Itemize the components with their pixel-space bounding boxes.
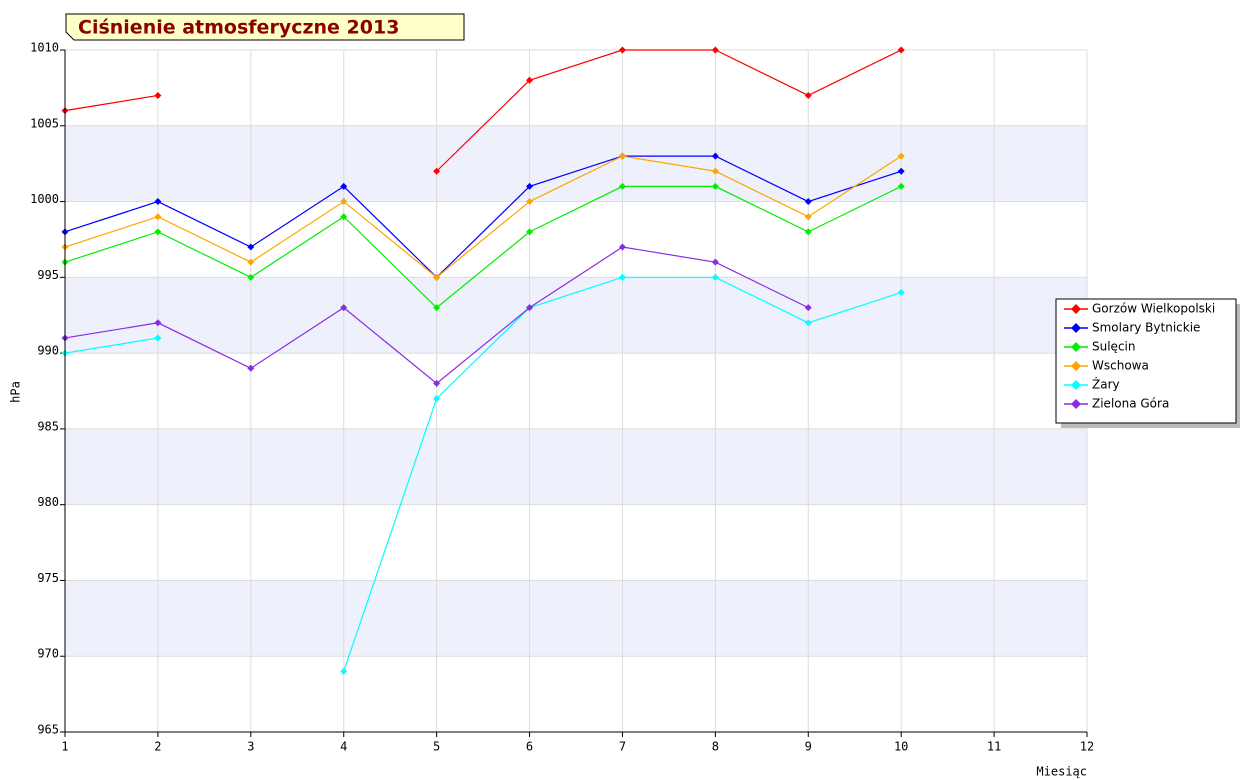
point (897, 182, 905, 190)
point (433, 395, 441, 403)
point (154, 213, 162, 221)
point (711, 258, 719, 266)
y-tick-label: 965 (37, 723, 59, 737)
point (433, 379, 441, 387)
y-tick-label: 985 (37, 419, 59, 433)
point (618, 46, 626, 54)
legend-label: Gorzów Wielkopolski (1092, 302, 1215, 316)
x-tick-label: 1 (61, 740, 68, 754)
title-box (65, 13, 465, 41)
grid-band (65, 125, 1087, 202)
point (154, 228, 162, 236)
legend-label: Żary (1092, 377, 1120, 392)
grid-band (65, 277, 1087, 354)
x-tick-label: 2 (154, 740, 161, 754)
point (526, 304, 534, 312)
point (804, 319, 812, 327)
x-tick-label: 11 (987, 740, 1001, 754)
point (711, 273, 719, 281)
x-axis-label: Miesiąc (1036, 765, 1087, 779)
point (711, 152, 719, 160)
point (340, 182, 348, 190)
point (154, 198, 162, 206)
series-line (64, 155, 902, 279)
point (526, 182, 534, 190)
point (154, 334, 162, 342)
point (247, 273, 255, 281)
point (340, 667, 348, 675)
legend-label: Wschowa (1092, 359, 1149, 373)
point (340, 198, 348, 206)
series-line (64, 185, 902, 309)
legend-marker (1071, 304, 1081, 314)
chart-title: Ciśnienie atmosferyczne 2013 (78, 17, 399, 39)
point (804, 91, 812, 99)
point (804, 304, 812, 312)
point (804, 228, 812, 236)
x-tick-label: 12 (1080, 740, 1094, 754)
point (711, 46, 719, 54)
grid-band (65, 428, 1087, 505)
legend-label: Zielona Góra (1092, 397, 1169, 411)
legend-label: Sulęcin (1092, 340, 1135, 354)
point (247, 258, 255, 266)
grid-band (65, 580, 1087, 657)
legend-marker (1071, 342, 1081, 352)
y-tick-label: 990 (37, 344, 59, 358)
y-axis-label: hPa (9, 381, 23, 403)
y-tick-label: 1000 (30, 192, 59, 206)
point (433, 273, 441, 281)
point (526, 198, 534, 206)
point (804, 213, 812, 221)
point (618, 243, 626, 251)
legend-label: Smolary Bytnickie (1092, 321, 1200, 335)
point (154, 319, 162, 327)
point (618, 182, 626, 190)
point (618, 273, 626, 281)
y-tick-label: 980 (37, 495, 59, 509)
x-tick-label: 6 (526, 740, 533, 754)
point (526, 228, 534, 236)
x-tick-label: 9 (805, 740, 812, 754)
legend-box (1055, 298, 1237, 424)
point (433, 167, 441, 175)
point (340, 304, 348, 312)
series-line (64, 49, 902, 172)
legend-marker (1071, 399, 1081, 409)
point (526, 76, 534, 84)
x-tick-label: 7 (619, 740, 626, 754)
x-tick-label: 3 (247, 740, 254, 754)
point (711, 167, 719, 175)
point (618, 152, 626, 160)
point (897, 152, 905, 160)
legend-marker (1071, 380, 1081, 390)
legend-marker (1071, 361, 1081, 371)
point (804, 198, 812, 206)
x-tick-label: 8 (712, 740, 719, 754)
x-tick-label: 5 (433, 740, 440, 754)
point (247, 243, 255, 251)
point (340, 213, 348, 221)
point (154, 91, 162, 99)
point (897, 167, 905, 175)
series-line (64, 155, 902, 279)
y-tick-label: 970 (37, 647, 59, 661)
point (897, 288, 905, 296)
legend-marker (1071, 323, 1081, 333)
y-tick-label: 1010 (30, 41, 59, 55)
y-tick-label: 995 (37, 268, 59, 282)
x-tick-label: 10 (894, 740, 908, 754)
y-tick-label: 1005 (30, 116, 59, 130)
point (247, 364, 255, 372)
point (711, 182, 719, 190)
point (897, 46, 905, 54)
y-tick-label: 975 (37, 571, 59, 585)
x-tick-label: 4 (340, 740, 347, 754)
point (433, 304, 441, 312)
